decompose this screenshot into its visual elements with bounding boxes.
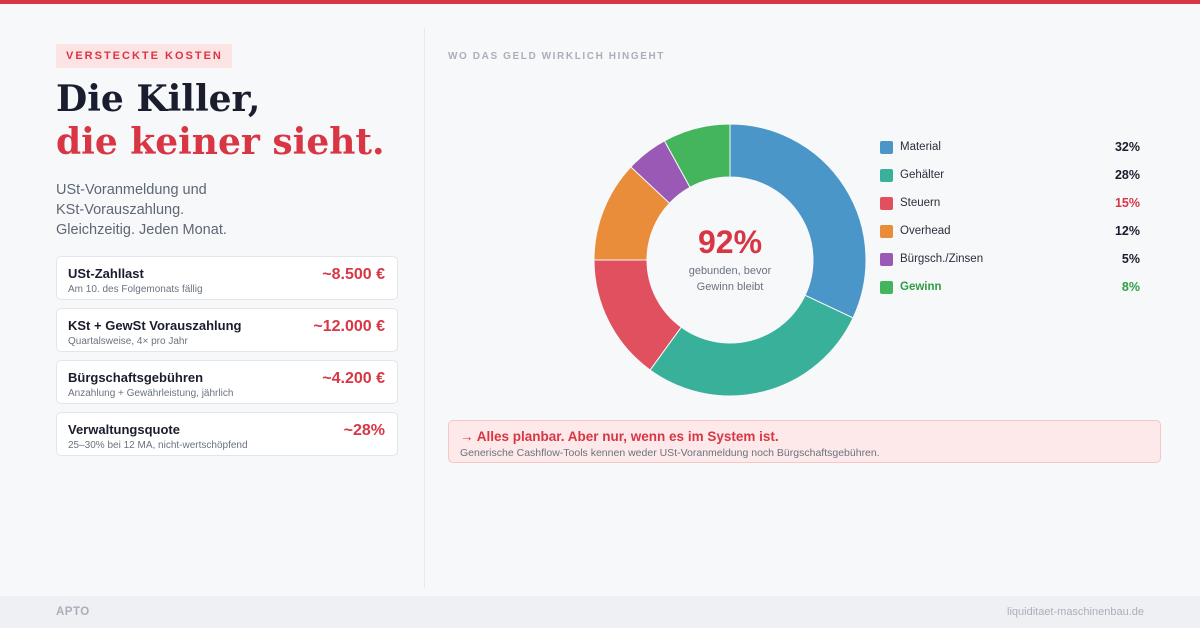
legend-value: 5% (1121, 252, 1140, 266)
legend-swatch (880, 281, 893, 294)
donut-center-caption-line-1: gebunden, bevor (689, 265, 772, 277)
legend-value: 32% (1114, 140, 1140, 154)
left-panel: VERSTECKTE KOSTEN Die Killer, die keiner… (56, 44, 398, 464)
cost-card-kst-gewst: KSt + GewSt Vorauszahlung Quartalsweise,… (56, 308, 398, 352)
legend-value: 8% (1121, 280, 1140, 294)
legend-item-gehaelter: Gehälter 28% (880, 166, 1140, 194)
callout-title: → Alles planbar. Aber nur, wenn es im Sy… (460, 429, 779, 444)
callout-box: → Alles planbar. Aber nur, wenn es im Sy… (448, 420, 1161, 463)
legend-swatch (880, 197, 893, 210)
legend-label: Steuern (900, 197, 941, 209)
cost-card-value: ~8.500 € (322, 266, 385, 283)
legend-label: Gehälter (900, 169, 945, 181)
legend-value: 28% (1114, 168, 1140, 182)
cost-card-subtitle: Anzahlung + Gewährleistung, jährlich (68, 388, 234, 399)
legend-label: Bürgsch./Zinsen (900, 253, 984, 265)
footer-brand: APTO (56, 606, 90, 618)
donut-slice-0 (729, 123, 867, 319)
cost-card-title: Verwaltungsquote (68, 422, 180, 437)
headline: Die Killer, die keiner sieht. (56, 78, 398, 164)
cost-card-ust: USt-Zahllast Am 10. des Folgemonats fäll… (56, 256, 398, 300)
column-divider (424, 28, 425, 588)
legend-item-steuern: Steuern 15% (880, 194, 1140, 222)
donut-chart: 92% gebunden, bevor Gewinn bleibt (593, 123, 867, 397)
cost-card-value: ~12.000 € (313, 318, 385, 335)
legend-label: Overhead (900, 225, 951, 237)
chart-section-label: WO DAS GELD WIRKLICH HINGEHT (448, 51, 666, 62)
cost-card-list: USt-Zahllast Am 10. des Folgemonats fäll… (56, 256, 398, 456)
top-accent-bar (0, 0, 1200, 4)
donut-slice-5 (663, 123, 731, 188)
legend-value: 15% (1114, 196, 1140, 210)
cost-card-subtitle: Am 10. des Folgemonats fällig (68, 284, 203, 295)
legend-item-buergschaft-zinsen: Bürgsch./Zinsen 5% (880, 250, 1140, 278)
subtitle-line-3: Gleichzeitig. Jeden Monat. (56, 222, 227, 238)
subtitle-line-2: KSt-Vorauszahlung. (56, 202, 185, 218)
category-badge: VERSTECKTE KOSTEN (56, 44, 232, 68)
legend-swatch (880, 141, 893, 154)
headline-line-2: die keiner sieht. (56, 121, 385, 163)
legend-label: Material (900, 141, 941, 153)
cost-card-title: KSt + GewSt Vorauszahlung (68, 318, 242, 333)
legend-item-material: Material 32% (880, 138, 1140, 166)
legend-item-gewinn: Gewinn 8% (880, 278, 1140, 306)
legend-item-overhead: Overhead 12% (880, 222, 1140, 250)
legend-swatch (880, 253, 893, 266)
legend-swatch (880, 169, 893, 182)
cost-card-title: USt-Zahllast (68, 266, 144, 281)
cost-card-title: Bürgschaftsgebühren (68, 370, 204, 385)
chart-legend: Material 32% Gehälter 28% Steuern 15% Ov… (880, 138, 1140, 306)
footer-url: liquiditaet-maschinenbau.de (1007, 606, 1144, 618)
donut-slice-1 (649, 294, 854, 397)
cost-card-value: ~28% (343, 422, 385, 439)
donut-center-value: 92% (698, 224, 762, 260)
headline-line-1: Die Killer, (56, 78, 261, 120)
cost-card-buergschaft: Bürgschaftsgebühren Anzahlung + Gewährle… (56, 360, 398, 404)
subtitle-line-1: USt-Voranmeldung und (56, 182, 207, 198)
footer: APTO liquiditaet-maschinenbau.de (0, 596, 1200, 628)
donut-center-caption-line-2: Gewinn bleibt (697, 281, 764, 293)
subtitle: USt-Voranmeldung und KSt-Vorauszahlung. … (56, 180, 398, 240)
cost-card-verwaltung: Verwaltungsquote 25–30% bei 12 MA, nicht… (56, 412, 398, 456)
legend-label: Gewinn (900, 281, 942, 293)
legend-swatch (880, 225, 893, 238)
callout-subtitle: Generische Cashflow-Tools kennen weder U… (460, 447, 880, 459)
cost-card-value: ~4.200 € (322, 370, 385, 387)
legend-value: 12% (1114, 224, 1140, 238)
cost-card-subtitle: Quartalsweise, 4× pro Jahr (68, 336, 188, 347)
cost-card-subtitle: 25–30% bei 12 MA, nicht-wertschöpfend (68, 440, 248, 451)
